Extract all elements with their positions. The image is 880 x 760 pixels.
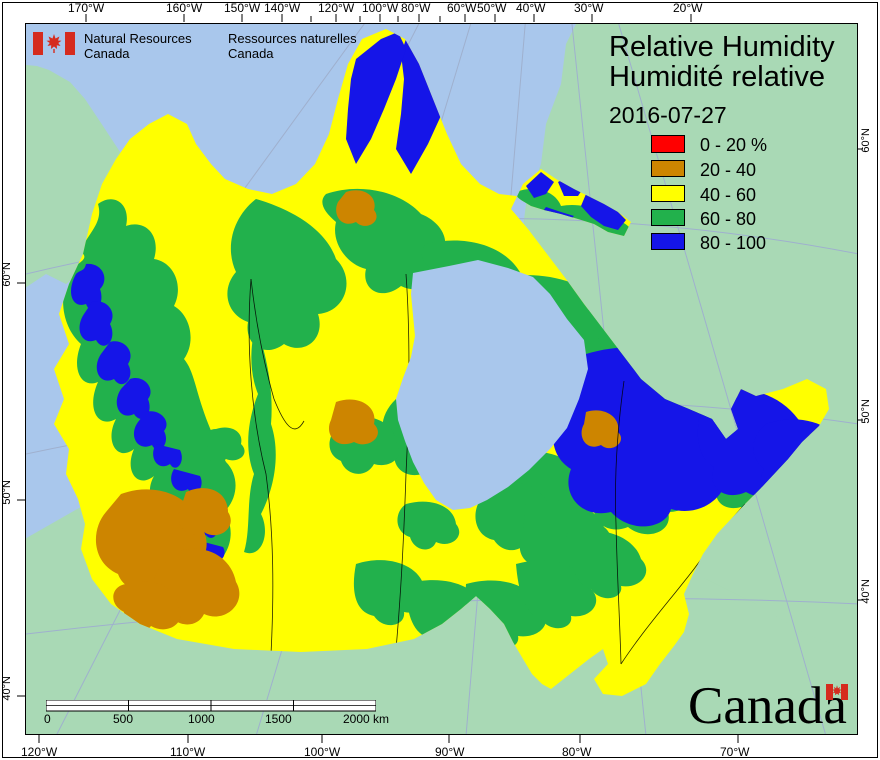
svg-text:Canada: Canada bbox=[688, 677, 847, 735]
